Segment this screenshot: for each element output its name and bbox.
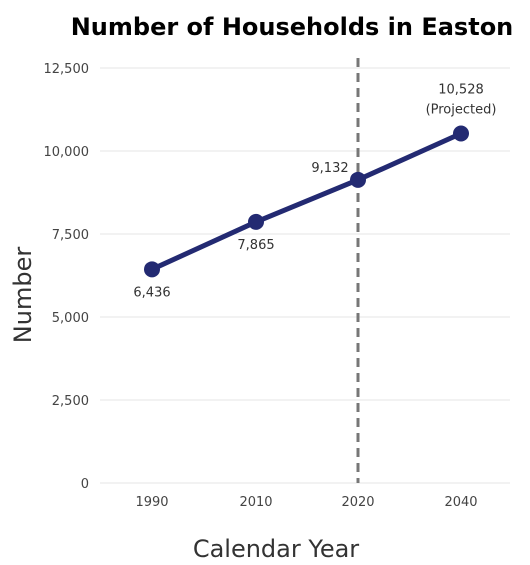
x-tick-label: 2040 bbox=[444, 495, 477, 510]
data-point bbox=[248, 213, 264, 230]
y-axis: 0 2,500 5,000 7,500 10,000 12,500 bbox=[44, 62, 90, 492]
data-label: 9,132 bbox=[311, 161, 348, 176]
grid bbox=[100, 67, 510, 484]
y-tick-label: 5,000 bbox=[52, 311, 89, 326]
data-label: 6,436 bbox=[133, 285, 170, 300]
y-axis-title: Number bbox=[9, 247, 37, 344]
data-point bbox=[144, 261, 160, 278]
x-tick-label: 1990 bbox=[135, 495, 168, 510]
x-axis: 1990 2010 2020 2040 bbox=[135, 495, 477, 510]
y-tick-label: 7,500 bbox=[52, 228, 89, 243]
data-point bbox=[453, 125, 469, 142]
y-tick-label: 12,500 bbox=[44, 62, 90, 77]
chart-title: Number of Households in Easton bbox=[71, 13, 514, 41]
projection-label: (Projected) bbox=[426, 102, 497, 117]
y-tick-label: 0 bbox=[81, 477, 89, 492]
data-point bbox=[350, 171, 366, 188]
x-tick-label: 2010 bbox=[239, 495, 272, 510]
data-label-group: 6,436 7,865 9,132 10,528 (Projected) bbox=[133, 82, 496, 300]
x-axis-title: Calendar Year bbox=[193, 535, 359, 563]
series-group bbox=[144, 125, 469, 278]
series-line bbox=[150, 131, 463, 272]
x-tick-label: 2020 bbox=[341, 495, 374, 510]
data-label: 7,865 bbox=[237, 238, 274, 253]
y-tick-label: 2,500 bbox=[52, 394, 89, 409]
y-tick-label: 10,000 bbox=[44, 145, 90, 160]
data-label: 10,528 bbox=[438, 82, 484, 97]
